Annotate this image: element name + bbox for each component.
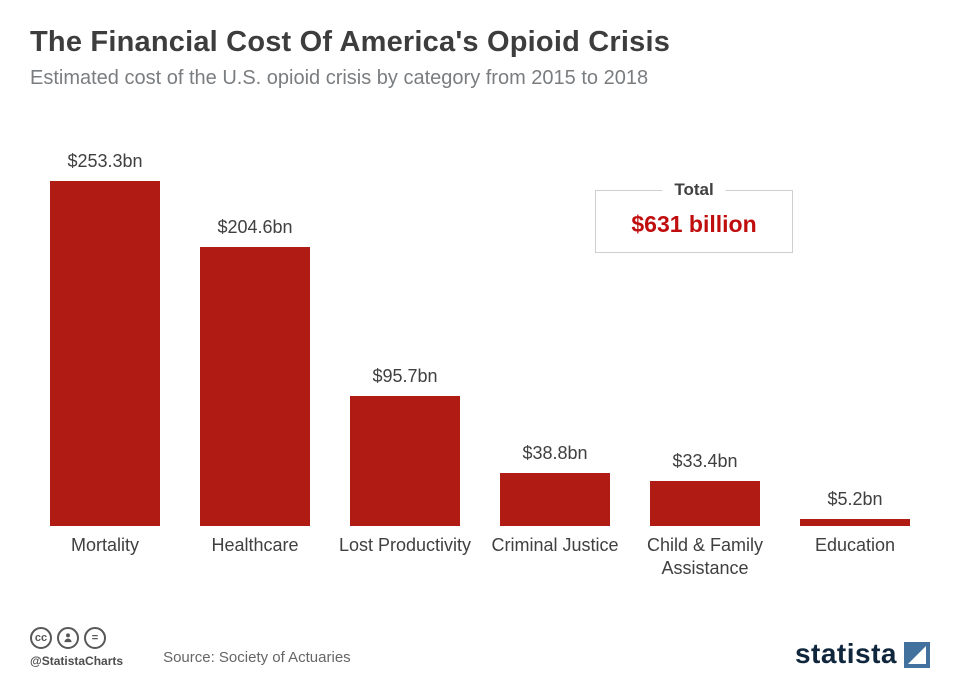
bar-lost-productivity	[350, 396, 460, 526]
total-box: Total $631 billion	[595, 180, 793, 253]
bar-column: $33.4bn Child & Family Assistance	[630, 136, 780, 584]
bar-mortality	[50, 181, 160, 526]
bar-columns: $253.3bn Mortality $204.6bn Healthcare $95.7…	[30, 136, 930, 584]
bar-category-label: Lost Productivity	[338, 535, 472, 555]
bar-category-label: Education	[814, 535, 896, 555]
total-box-label: Total	[662, 180, 726, 200]
bar-column: $95.7bn Lost Productivity	[330, 136, 480, 584]
bar-value-label: $253.3bn	[67, 151, 143, 171]
bar-column: $204.6bn Healthcare	[180, 136, 330, 584]
source-credit: Source: Society of Actuaries	[163, 649, 351, 666]
bar-column: $253.3bn Mortality	[30, 136, 180, 584]
bar-value-label: $38.8bn	[522, 443, 588, 463]
bar-column: $5.2bn Education	[780, 136, 930, 584]
attribution-person-icon	[57, 627, 79, 649]
bar-category-label: Child & Family Assistance	[646, 535, 764, 578]
bar-value-label: $95.7bn	[372, 366, 438, 386]
cc-icon: cc	[30, 627, 52, 649]
bar-healthcare	[200, 247, 310, 526]
bar-value-label: $5.2bn	[827, 489, 883, 509]
bar-category-label: Criminal Justice	[491, 535, 619, 555]
bar-category-label: Mortality	[70, 535, 139, 555]
chart-subtitle: Estimated cost of the U.S. opioid crisis…	[30, 67, 649, 89]
bar-chart: $253.3bn Mortality $204.6bn Healthcare $95.7…	[30, 136, 930, 584]
equal-rights-icon: =	[84, 627, 106, 649]
footer: cc = @StatistaCharts Source: Society of …	[30, 627, 930, 668]
bar-value-label: $33.4bn	[672, 451, 738, 471]
bar-column: $38.8bn Criminal Justice	[480, 136, 630, 584]
statista-logo-text: statista	[794, 638, 897, 669]
bar-child-family-assistance	[650, 481, 760, 526]
chart-title: The Financial Cost Of America's Opioid C…	[30, 26, 671, 58]
total-value: $631 billion	[631, 211, 757, 237]
bar-value-label: $204.6bn	[217, 217, 293, 237]
statista-logo: statista	[795, 640, 930, 668]
bar-category-label: Healthcare	[211, 535, 299, 555]
bar-criminal-justice	[500, 473, 610, 526]
bar-education	[800, 519, 910, 526]
statista-logo-mark-icon	[904, 642, 930, 668]
statista-charts-handle: @StatistaCharts	[30, 654, 124, 668]
cc-license-block: cc = @StatistaCharts	[30, 627, 123, 668]
cc-license-icons: cc =	[30, 627, 123, 649]
